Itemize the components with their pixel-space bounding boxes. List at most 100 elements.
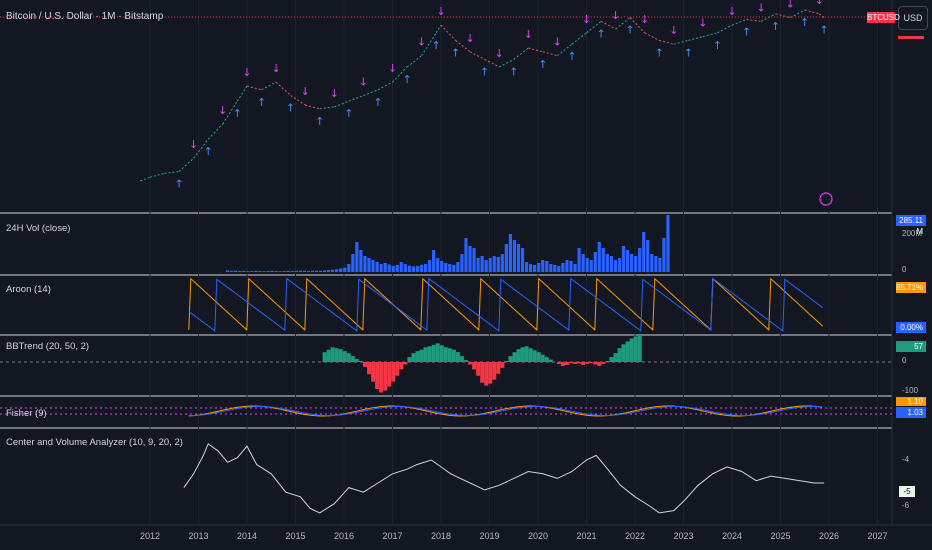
volume-bar bbox=[327, 270, 331, 272]
fisher-line bbox=[188, 405, 822, 417]
sell-signal-arrow: ↓ bbox=[669, 24, 678, 37]
volume-bar bbox=[278, 271, 282, 272]
price-candle-trail bbox=[392, 66, 408, 83]
buy-signal-arrow: ↑ bbox=[432, 39, 441, 52]
volume-bar bbox=[383, 263, 387, 272]
volume-bar bbox=[654, 256, 658, 272]
bbtrend-bar bbox=[371, 362, 376, 382]
sell-signal-arrow: ↓ bbox=[698, 17, 707, 30]
volume-bar bbox=[428, 260, 432, 272]
currency-button[interactable]: USD bbox=[898, 6, 928, 30]
volume-bar bbox=[286, 270, 290, 272]
bbtrend-bar bbox=[496, 362, 501, 374]
price-candle-trail bbox=[688, 36, 704, 41]
volume-bar bbox=[533, 265, 537, 272]
buy-signal-arrow: ↑ bbox=[373, 96, 382, 109]
bbtrend-bar bbox=[358, 361, 363, 362]
aroon-up-value: 85.71% bbox=[896, 282, 926, 293]
volume-bar bbox=[508, 234, 513, 272]
bbtrend-bar bbox=[423, 347, 428, 362]
aroon-down-value: 0.00% bbox=[896, 322, 926, 333]
bbtrend-bar bbox=[415, 351, 420, 362]
sell-signal-arrow: ↓ bbox=[301, 85, 310, 98]
volume-bar bbox=[347, 264, 351, 272]
aroon-down-line bbox=[188, 277, 824, 332]
buy-signal-arrow: ↑ bbox=[451, 46, 460, 59]
volume-bar bbox=[407, 265, 412, 272]
volume-bar bbox=[488, 258, 492, 272]
bbtrend-bar bbox=[326, 349, 331, 362]
volume-bar bbox=[601, 248, 605, 272]
volume-bar bbox=[516, 244, 521, 272]
price-candle-trail bbox=[334, 100, 350, 108]
volume-bar bbox=[456, 262, 460, 272]
bbtrend-bar bbox=[468, 362, 473, 365]
fisher-trigger-line bbox=[188, 405, 822, 417]
price-candle-trail bbox=[542, 51, 558, 57]
volume-bar bbox=[476, 258, 480, 272]
bbtrend-bar bbox=[484, 362, 489, 386]
volume-bar bbox=[339, 268, 343, 272]
volume-bar bbox=[561, 263, 565, 272]
price-candle-trail bbox=[731, 19, 747, 26]
bbtrend-bar bbox=[447, 348, 452, 362]
volume-bar bbox=[411, 266, 416, 272]
buy-signal-arrow: ↑ bbox=[713, 39, 722, 52]
bbtrend-bar bbox=[597, 362, 602, 366]
sell-signal-arrow: ↓ bbox=[218, 104, 227, 117]
bbtrend-bar bbox=[569, 362, 574, 363]
sell-signal-arrow: ↓ bbox=[582, 13, 591, 26]
volume-bar bbox=[553, 265, 557, 272]
buy-signal-arrow: ↑ bbox=[567, 50, 576, 63]
price-candle-trail bbox=[644, 32, 660, 41]
volume-bar bbox=[294, 270, 298, 272]
volume-bar bbox=[472, 248, 476, 272]
price-candle-trail bbox=[804, 9, 820, 15]
volume-bar bbox=[306, 271, 311, 272]
volume-bar bbox=[230, 270, 234, 272]
bbtrend-bar bbox=[556, 362, 561, 364]
bbtrend-bar bbox=[605, 361, 610, 362]
volume-bar bbox=[415, 266, 420, 272]
bbtrend-bar bbox=[577, 362, 582, 364]
volume-bar bbox=[262, 271, 266, 272]
price-candle-trail bbox=[775, 13, 791, 19]
volume-bar bbox=[658, 258, 662, 272]
buy-signal-arrow: ↑ bbox=[596, 27, 605, 40]
price-candle-trail bbox=[513, 47, 529, 60]
buy-signal-arrow: ↑ bbox=[204, 145, 213, 158]
sell-signal-arrow: ↓ bbox=[495, 47, 504, 60]
price-candle-trail bbox=[440, 24, 456, 41]
volume-bar bbox=[367, 258, 371, 272]
bbtrend-bar bbox=[350, 356, 355, 362]
cva-last-value: -5 bbox=[899, 486, 915, 497]
volume-bar bbox=[460, 254, 464, 272]
buy-signal-arrow: ↑ bbox=[315, 115, 324, 128]
price-candle-trail bbox=[629, 17, 646, 34]
volume-bar bbox=[250, 271, 254, 272]
bbtrend-bar bbox=[403, 362, 408, 365]
volume-bar bbox=[617, 258, 622, 272]
buy-signal-arrow: ↑ bbox=[771, 20, 780, 33]
buy-signal-arrow: ↑ bbox=[286, 102, 295, 115]
volume-bar bbox=[226, 270, 230, 272]
bbtrend-bar bbox=[637, 334, 642, 362]
bbtrend-bar bbox=[492, 362, 497, 380]
sell-signal-arrow: ↓ bbox=[388, 62, 397, 75]
sell-signal-arrow: ↓ bbox=[786, 0, 795, 11]
x-tick-label: 2023 bbox=[673, 531, 694, 541]
bbtrend-bar bbox=[581, 362, 586, 365]
x-tick-label: 2015 bbox=[285, 531, 306, 541]
price-candle-trail bbox=[348, 95, 364, 102]
volume-bar bbox=[395, 265, 399, 272]
bbtrend-bar bbox=[439, 345, 444, 362]
bbtrend-bar bbox=[565, 362, 570, 365]
x-tick-label: 2019 bbox=[479, 531, 500, 541]
bbtrend-bar bbox=[500, 362, 505, 368]
price-candle-trail bbox=[818, 13, 825, 18]
bbtrend-bar bbox=[472, 362, 477, 370]
bbtrend-bar bbox=[338, 349, 343, 362]
x-tick-label: 2022 bbox=[624, 531, 646, 541]
bbtrend-bar bbox=[346, 353, 351, 362]
